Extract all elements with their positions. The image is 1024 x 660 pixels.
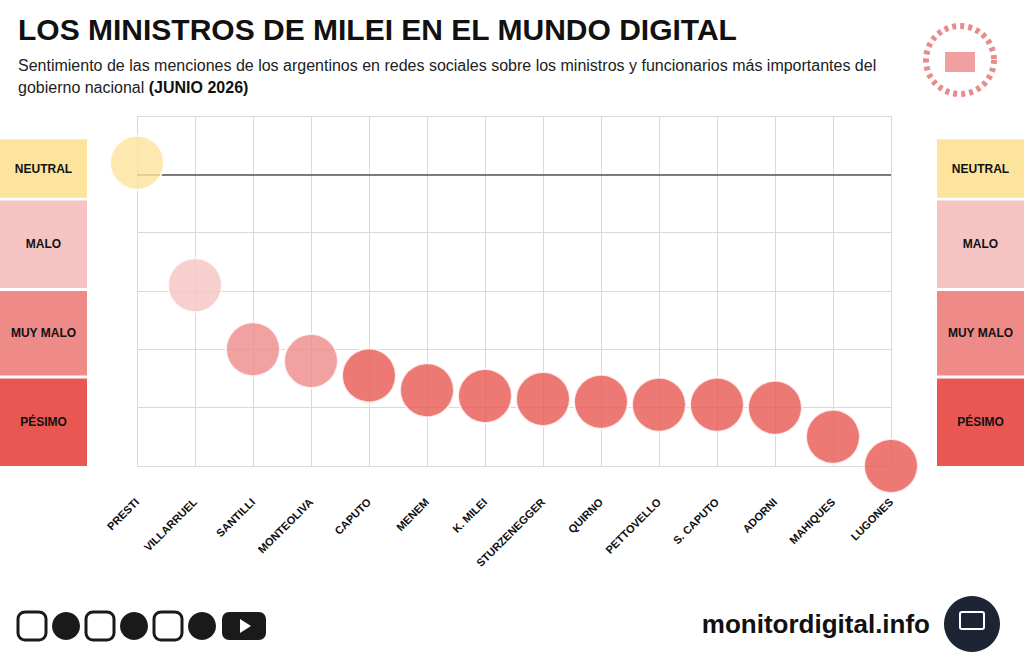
svg-text:LOS MINISTROS DE MILEI EN EL M: LOS MINISTROS DE MILEI EN EL MUNDO DIGIT… [18, 13, 737, 46]
svg-text:MUY MALO: MUY MALO [11, 326, 76, 340]
svg-text:Sentimiento de las menciones d: Sentimiento de las menciones de los arge… [18, 57, 881, 74]
svg-text:CAPUTO: CAPUTO [332, 495, 373, 536]
svg-text:monitordigital.info: monitordigital.info [702, 609, 930, 639]
svg-text:MAHIQUES: MAHIQUES [787, 496, 837, 546]
svg-text:ADORNI: ADORNI [740, 496, 779, 535]
svg-text:QUIRNO: QUIRNO [566, 495, 606, 535]
svg-text:STURZENEGGER: STURZENEGGER [474, 496, 547, 569]
svg-text:MONTEOLIVA: MONTEOLIVA [256, 496, 316, 556]
svg-text:PRESTI: PRESTI [105, 496, 142, 533]
svg-text:NEUTRAL: NEUTRAL [15, 162, 72, 176]
svg-text:gobierno nacional: gobierno nacional [18, 79, 149, 96]
svg-text:VILLARRUEL: VILLARRUEL [142, 496, 200, 554]
svg-text:PÉSIMO: PÉSIMO [20, 414, 67, 429]
svg-text:PÉSIMO: PÉSIMO [957, 414, 1004, 429]
svg-text:LUGONES: LUGONES [848, 496, 895, 543]
svg-text:K. MILEI: K. MILEI [450, 496, 489, 535]
svg-text:MUY MALO: MUY MALO [948, 326, 1013, 340]
svg-text:(JUNIO 2026): (JUNIO 2026) [149, 79, 249, 96]
svg-text:PETTOVELLO: PETTOVELLO [603, 495, 663, 555]
svg-text:SANTILLI: SANTILLI [214, 496, 257, 539]
svg-text:S. CAPUTO: S. CAPUTO [671, 495, 722, 546]
svg-text:NEUTRAL: NEUTRAL [952, 162, 1009, 176]
svg-text:MALO: MALO [26, 237, 61, 251]
svg-text:MALO: MALO [963, 237, 998, 251]
svg-text:MENEM: MENEM [394, 496, 431, 533]
